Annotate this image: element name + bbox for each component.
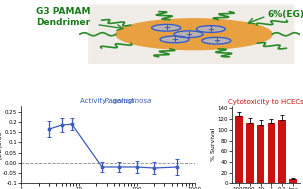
Y-axis label: % Survival: % Survival <box>211 128 216 161</box>
Bar <box>289 179 297 183</box>
FancyBboxPatch shape <box>88 5 295 64</box>
Text: Dendrimer: Dendrimer <box>36 18 90 27</box>
Bar <box>257 125 264 183</box>
Text: +: + <box>213 36 220 45</box>
Circle shape <box>202 37 231 44</box>
Bar <box>268 123 275 183</box>
Circle shape <box>174 31 203 38</box>
Bar <box>278 120 286 183</box>
Text: +: + <box>185 30 192 39</box>
Text: G3 PAMAM: G3 PAMAM <box>36 7 90 16</box>
Ellipse shape <box>116 19 272 50</box>
Title: Cytotoxicity to HCECs: Cytotoxicity to HCECs <box>228 99 303 105</box>
Y-axis label: [OD]0.35: [OD]0.35 <box>0 130 2 159</box>
Circle shape <box>196 26 225 33</box>
Circle shape <box>160 36 189 43</box>
Bar <box>246 123 254 183</box>
Text: P. aeruginosa: P. aeruginosa <box>64 98 152 104</box>
Text: +: + <box>171 35 178 44</box>
Text: 6%(EG): 6%(EG) <box>268 10 303 19</box>
Text: +: + <box>207 25 214 34</box>
Bar <box>235 116 243 183</box>
Text: +: + <box>163 23 170 32</box>
Text: Activity against: Activity against <box>80 98 136 104</box>
Circle shape <box>152 24 181 31</box>
